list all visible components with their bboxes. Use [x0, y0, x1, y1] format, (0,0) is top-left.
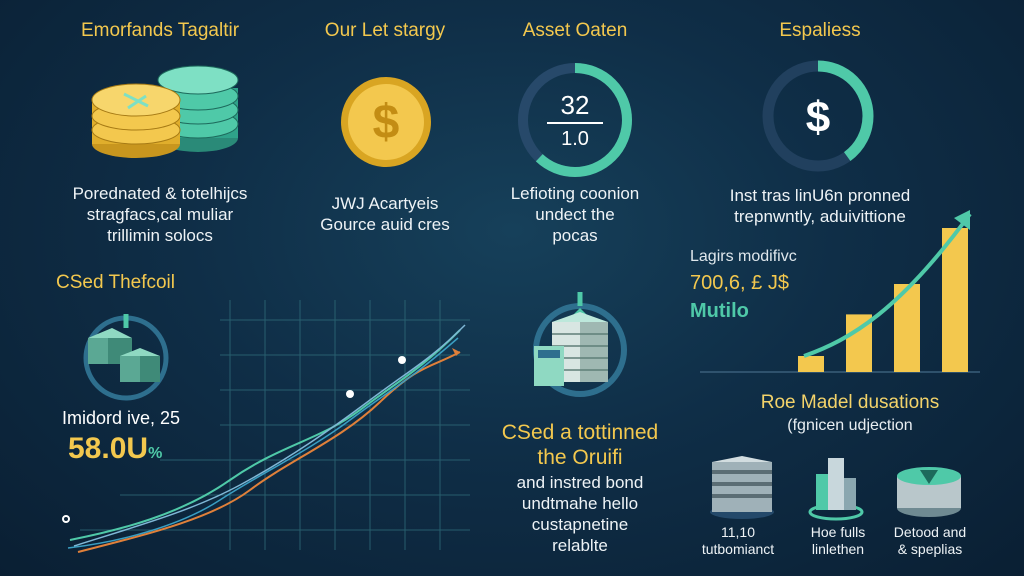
stat-value: 58.0U [68, 432, 149, 465]
col2-line: JWJ Acartyeis [331, 194, 439, 213]
role-subtitle: (fgnicen udjection [787, 417, 913, 434]
growth-sub: Mutilo [690, 300, 749, 322]
role-item-line: tutbomianct [701, 541, 775, 557]
role-item: Hoe fulls linlethen [790, 524, 886, 558]
col3-text: Lefioting coonion undect the pocas [480, 183, 670, 246]
middle-line: custapnetine [531, 515, 629, 534]
svg-text:$: $ [806, 93, 830, 142]
middle-text: and instred bond undtmahe hello custapne… [480, 472, 680, 556]
col3-line: Lefioting coonion [510, 184, 640, 203]
growth-bar [798, 356, 824, 372]
middle-line: and instred bond [516, 473, 644, 492]
col1-title: Emorfands Tagaltir [80, 20, 240, 41]
node-dot [398, 356, 406, 364]
trend-arrow-icon [803, 212, 972, 358]
role-item-line: linlethen [811, 541, 865, 557]
city-tower-icon [808, 458, 864, 521]
col3-line: pocas [552, 226, 598, 245]
server-cubes-icon [83, 314, 169, 401]
server-stack-icon [533, 292, 627, 397]
left-panel-title: CSed Thefcoil [56, 272, 175, 293]
col4-line: Inst tras linU6n pronned [729, 186, 911, 205]
dollar-ring-icon: $ [762, 60, 874, 172]
col4-text: Inst tras linU6n pronned trepnwntly, adu… [680, 185, 960, 227]
growth-label: Lagirs modifivc [690, 248, 797, 265]
middle-heading: CSed a tottinned the Oruifi [480, 420, 680, 470]
gauge-bottom-value: 1.0 [561, 128, 589, 150]
col1-line: trillimin solocs [107, 226, 213, 245]
col4-title: Espaliess [779, 20, 861, 41]
growth-bar [942, 228, 968, 372]
col3-line: undect the [535, 205, 615, 224]
col2-line: Gource auid cres [320, 215, 450, 234]
coin-stack-icon [91, 65, 239, 158]
node-dot [346, 390, 354, 398]
growth-value: 700,6, £ J$ [690, 272, 789, 294]
col1-text: Porednated & totelhijcs stragfacs,cal mu… [40, 183, 280, 246]
col3-title: Asset Oaten [522, 20, 628, 41]
middle-line: relablte [552, 536, 608, 555]
role-item: Detood and & speplias [880, 524, 980, 558]
stat-suffix: % [148, 445, 163, 462]
role-item: 11,10 tutbomianct [690, 524, 786, 558]
middle-heading-line: CSed a tottinned [501, 421, 659, 444]
middle-heading-line: the Oruifi [537, 446, 623, 469]
dollar-coin-icon: $ [341, 77, 431, 167]
server-rack-icon [710, 456, 774, 519]
role-item-line: Hoe fulls [810, 524, 866, 540]
role-item-line: Detood and [893, 524, 967, 540]
gauge-divider [547, 122, 603, 124]
col1-line: stragfacs,cal muliar [86, 205, 234, 224]
role-item-line: & speplias [897, 541, 963, 557]
col1-line: Porednated & totelhijcs [72, 184, 248, 203]
gauge-top-value: 32 [560, 90, 590, 120]
growth-bar-chart [700, 210, 980, 373]
progress-gauge [518, 63, 632, 177]
middle-line: undtmahe hello [521, 494, 639, 513]
left-panel-stat-value: 58.0U% [68, 432, 162, 466]
role-title: Roe Madel dusations [760, 392, 940, 413]
svg-text:$: $ [373, 96, 400, 149]
col2-text: JWJ Acartyeis Gource auid cres [290, 193, 480, 235]
col4-line: trepnwntly, aduivittione [734, 207, 906, 226]
left-panel-stat-label: Imidord ive, 25 [62, 408, 181, 428]
node-dot [62, 515, 70, 523]
col2-title: Our Let stargy [324, 20, 446, 41]
trend-grid-illustration [67, 300, 470, 553]
coin-pile-icon [897, 467, 961, 517]
role-item-line: 11,10 [721, 524, 755, 540]
